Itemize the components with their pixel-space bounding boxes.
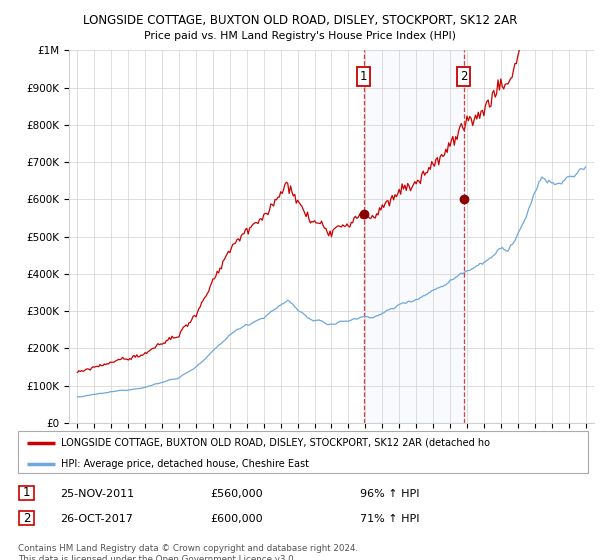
Text: HPI: Average price, detached house, Cheshire East: HPI: Average price, detached house, Ches… — [61, 459, 309, 469]
Text: 1: 1 — [23, 486, 30, 500]
Text: Contains HM Land Registry data © Crown copyright and database right 2024.
This d: Contains HM Land Registry data © Crown c… — [18, 544, 358, 560]
Text: 25-NOV-2011: 25-NOV-2011 — [60, 489, 134, 499]
Text: 26-OCT-2017: 26-OCT-2017 — [60, 514, 133, 524]
Text: 71% ↑ HPI: 71% ↑ HPI — [360, 514, 419, 524]
Text: Price paid vs. HM Land Registry's House Price Index (HPI): Price paid vs. HM Land Registry's House … — [144, 31, 456, 41]
FancyBboxPatch shape — [19, 486, 34, 500]
Text: LONGSIDE COTTAGE, BUXTON OLD ROAD, DISLEY, STOCKPORT, SK12 2AR: LONGSIDE COTTAGE, BUXTON OLD ROAD, DISLE… — [83, 14, 517, 27]
Text: £560,000: £560,000 — [210, 489, 263, 499]
FancyBboxPatch shape — [19, 511, 34, 525]
FancyBboxPatch shape — [18, 431, 588, 473]
Text: 1: 1 — [360, 70, 367, 83]
Bar — [364, 50, 464, 423]
Text: 2: 2 — [460, 70, 467, 83]
Text: 96% ↑ HPI: 96% ↑ HPI — [360, 489, 419, 499]
Text: 2: 2 — [23, 511, 30, 525]
Text: LONGSIDE COTTAGE, BUXTON OLD ROAD, DISLEY, STOCKPORT, SK12 2AR (detached ho: LONGSIDE COTTAGE, BUXTON OLD ROAD, DISLE… — [61, 438, 490, 448]
Text: £600,000: £600,000 — [210, 514, 263, 524]
